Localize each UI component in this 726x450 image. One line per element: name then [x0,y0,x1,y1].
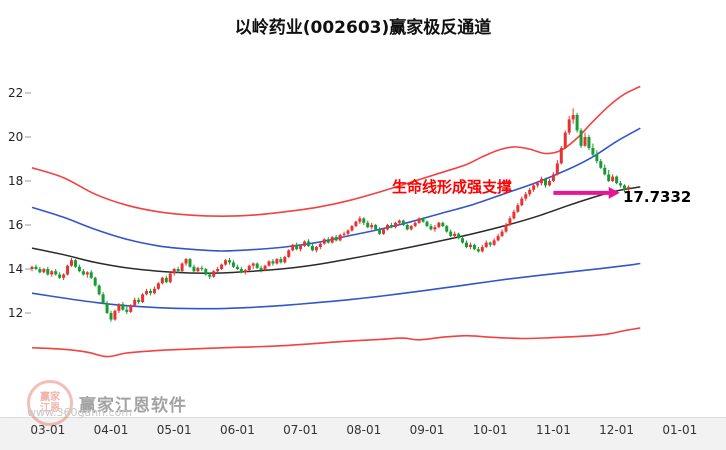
support-annotation-text: 生命线形成强支撑 [391,178,512,196]
svg-text:01-01: 01-01 [662,423,697,437]
current-price-label: 17.7332 [623,188,692,206]
seal-text-bottom: 江恩 [40,403,60,414]
seal-text-top: 赢家 [40,392,60,403]
svg-text:09-01: 09-01 [410,423,445,437]
svg-text:22: 22 [8,86,23,100]
x-axis-band [0,417,726,450]
life-line-black [31,186,641,274]
brand-seal-icon: 赢家 江恩 [27,380,73,426]
svg-text:20: 20 [8,130,23,144]
brand-url: www.360gann.com [27,406,133,419]
svg-text:07-01: 07-01 [283,423,318,437]
upper-red-channel [31,85,641,218]
channel-lines [31,85,641,358]
lower-blue-channel [31,262,641,310]
lower-red-channel [31,327,641,358]
upper-blue-channel [31,127,641,252]
svg-text:14: 14 [8,262,23,276]
candles [30,108,630,322]
svg-text:08-01: 08-01 [346,423,381,437]
support-arrow [553,186,620,199]
svg-text:03-01: 03-01 [30,423,65,437]
svg-text:16: 16 [8,218,23,232]
watermark: 赢家 江恩 赢家江恩软件 www.360gann.com [0,375,320,445]
x-axis-labels: 03-01 04-01 05-01 06-01 07-01 08-01 09-01 10-01… [30,423,697,437]
svg-text:06-01: 06-01 [220,423,255,437]
chart-title: 以岭药业(002603)赢家极反通道 [234,18,492,38]
svg-text:11-01: 11-01 [536,423,571,437]
svg-text:12: 12 [8,306,23,320]
svg-text:10-01: 10-01 [473,423,508,437]
y-axis-labels: 22 20 18 16 14 12 [8,86,31,320]
brand-name: 赢家江恩软件 [79,396,187,416]
svg-text:05-01: 05-01 [157,423,192,437]
svg-text:18: 18 [8,174,23,188]
svg-text:04-01: 04-01 [94,423,129,437]
svg-text:12-01: 12-01 [599,423,634,437]
